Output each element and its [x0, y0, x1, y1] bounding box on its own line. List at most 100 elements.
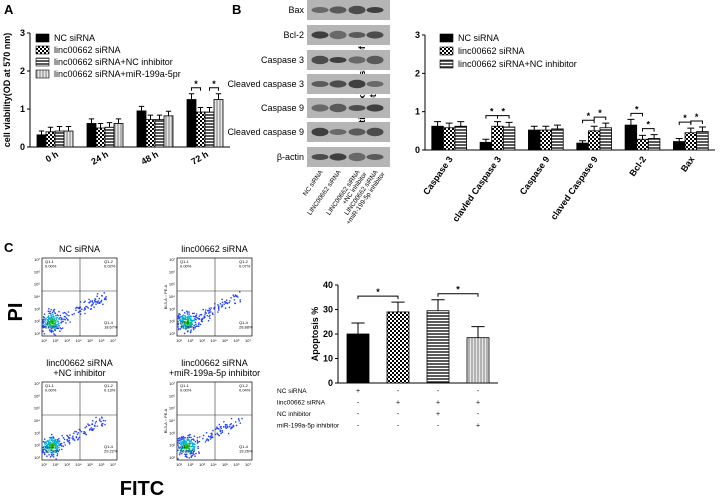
cell-dot — [80, 430, 83, 433]
cell-dot — [183, 327, 185, 329]
cell-dot — [189, 433, 191, 436]
error-bar — [215, 93, 222, 100]
cell-dot — [192, 438, 195, 440]
cell-dot — [193, 448, 195, 450]
y-axis-label: cell viability(OD at 570 nm) — [2, 33, 12, 148]
cell-dot — [180, 436, 183, 438]
condition-name: NC siRNA — [277, 388, 307, 395]
cell-dot — [234, 421, 237, 423]
quadrant-label: Q1-1 — [180, 259, 190, 264]
cell-dot — [42, 330, 44, 332]
blot-band — [329, 80, 347, 88]
cell-dot — [90, 305, 93, 307]
cell-dot — [180, 315, 183, 318]
cell-dot — [184, 444, 187, 447]
cell-dot — [51, 319, 54, 322]
bar — [636, 138, 649, 151]
cell-dot — [45, 451, 48, 453]
axis-tick-label: 10⁵ — [169, 282, 175, 287]
y-tick-label: 1 — [20, 104, 25, 114]
cell-dot — [183, 312, 186, 314]
bar — [113, 123, 124, 148]
cell-dot — [49, 456, 52, 458]
blot-band — [311, 104, 329, 112]
cell-dot — [230, 427, 232, 430]
cell-dot — [221, 298, 223, 301]
cell-dot — [51, 442, 54, 445]
cell-dot — [188, 457, 191, 459]
blot-band — [329, 57, 347, 63]
cell-dot — [185, 443, 187, 445]
axis-tick-label: 10⁷ — [169, 257, 175, 262]
significance-label: * — [598, 108, 602, 118]
protein-label: Bax — [288, 5, 304, 15]
error-bar — [530, 125, 538, 131]
axis-tick-label: 10² — [34, 319, 40, 324]
cell-dot — [47, 451, 49, 453]
cell-dot — [184, 315, 187, 318]
cell-dot — [51, 327, 53, 330]
axis-tick-label: 10⁴ — [169, 294, 175, 299]
cell-dot — [66, 314, 68, 316]
bar — [684, 132, 698, 151]
error-bar — [627, 118, 635, 126]
x-tick-label: clavled Caspase 3 — [450, 154, 503, 223]
cell-dot — [53, 333, 55, 335]
cell-dot — [219, 302, 222, 305]
cell-dot — [54, 328, 57, 331]
cell-dot — [60, 442, 63, 445]
axis-tick-label: 10¹ — [176, 338, 182, 343]
cell-dot — [91, 423, 94, 426]
cell-dot — [184, 451, 187, 453]
cell-dot — [52, 444, 55, 446]
bar — [195, 111, 206, 148]
cell-dot — [68, 436, 71, 439]
cell-dot — [58, 449, 61, 451]
axis-tick-label: 10³ — [64, 462, 70, 467]
plot-title: linc00662 siRNA — [181, 358, 248, 368]
cell-dot — [56, 438, 59, 441]
blot-band — [329, 129, 347, 135]
y-tick-label: 2 — [415, 68, 420, 78]
condition-name: miR-199a-5p inhibitor — [277, 423, 340, 430]
cell-dot — [196, 439, 199, 442]
bar — [454, 125, 467, 151]
cell-dot — [188, 317, 190, 320]
cell-dot — [73, 432, 75, 435]
cell-dot — [75, 435, 78, 438]
condition-sign: - — [437, 388, 440, 395]
condition-sign: - — [357, 423, 360, 430]
cell-dot — [195, 325, 198, 327]
significance-bracket — [593, 116, 607, 121]
blot-band — [311, 127, 329, 137]
cell-dot — [46, 321, 49, 324]
y-tick-label: 0 — [415, 145, 420, 155]
cell-dot — [187, 323, 189, 326]
cell-dot — [206, 314, 209, 317]
cell-dot — [182, 318, 185, 321]
cell-dot — [56, 453, 59, 455]
error-bar — [106, 122, 113, 128]
cell-dot — [195, 323, 197, 326]
cell-dot — [205, 439, 208, 442]
significance-label: * — [695, 112, 699, 122]
cell-dot — [95, 420, 98, 423]
cell-dot — [207, 319, 210, 322]
cell-dot — [182, 435, 185, 438]
cell-dot — [208, 311, 210, 314]
cell-dot — [189, 331, 192, 334]
error-bar — [687, 127, 695, 133]
cell-dot — [197, 323, 200, 326]
cell-dot — [183, 324, 186, 326]
significance-bracket — [642, 128, 655, 132]
cell-dot — [205, 309, 207, 311]
cell-dot — [59, 316, 61, 319]
cell-dot — [198, 440, 201, 443]
cell-dot — [95, 416, 97, 419]
cell-dot — [76, 433, 79, 436]
cell-dot — [188, 324, 191, 327]
cell-dot — [180, 441, 183, 443]
plot-title: linc00662 siRNA — [181, 244, 248, 254]
cell-dot — [217, 305, 220, 307]
flow-y-label: PI — [5, 303, 27, 322]
